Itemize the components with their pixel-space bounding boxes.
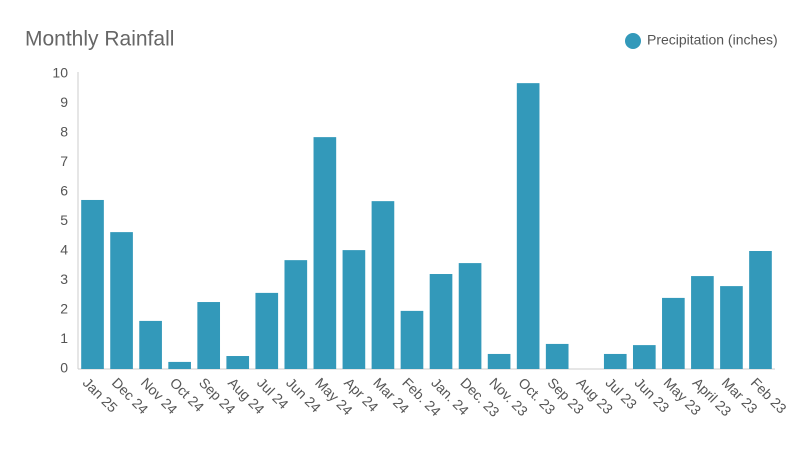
bar (603, 353, 627, 369)
bar (720, 286, 743, 369)
y-tick-label: 3 (60, 271, 68, 287)
bar (749, 251, 772, 369)
y-tick-label: 8 (60, 124, 68, 140)
bar (110, 232, 133, 369)
y-tick-label: 6 (60, 183, 68, 199)
bar (371, 201, 395, 369)
y-tick-label: 2 (60, 301, 68, 317)
y-tick-label: 7 (60, 153, 68, 169)
bar (400, 310, 424, 369)
bar (458, 263, 482, 369)
y-tick-label: 10 (52, 65, 68, 81)
y-tick-label: 9 (60, 94, 68, 110)
bar (691, 276, 714, 369)
legend-label: Precipitation (inches) (647, 32, 778, 48)
bar (313, 137, 337, 369)
y-tick-label: 4 (60, 242, 68, 258)
bar (284, 260, 308, 369)
bar (139, 320, 162, 369)
bar (429, 274, 453, 369)
legend-marker (625, 33, 641, 49)
bar (632, 345, 656, 369)
y-tick-label: 1 (60, 330, 68, 346)
y-tick-label: 5 (60, 212, 68, 228)
bar (197, 302, 221, 369)
bar (226, 356, 250, 369)
bar (81, 199, 104, 369)
bar (342, 250, 366, 369)
bar (487, 353, 511, 369)
bar (255, 292, 279, 369)
bar (662, 297, 685, 369)
chart-title: Monthly Rainfall (25, 28, 174, 51)
bar (168, 361, 191, 369)
bar (516, 83, 540, 370)
y-tick-label: 0 (60, 360, 68, 376)
bar (545, 343, 569, 369)
